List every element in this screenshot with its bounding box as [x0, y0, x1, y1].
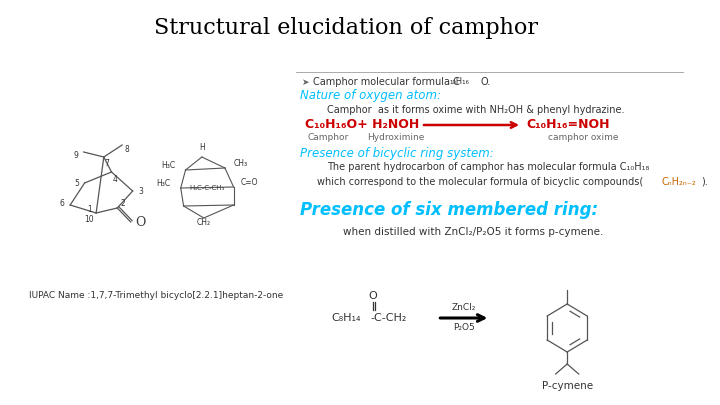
Text: CH₂: CH₂	[197, 218, 211, 227]
Text: 1: 1	[87, 205, 91, 215]
Text: 8: 8	[125, 145, 130, 154]
Text: O: O	[135, 215, 146, 228]
Text: ).: ).	[702, 177, 708, 187]
Text: Camphor  as it forms oxime with NH₂OH & phenyl hydrazine.: Camphor as it forms oxime with NH₂OH & p…	[327, 105, 624, 115]
Text: C₁₀H₁₆=NOH: C₁₀H₁₆=NOH	[527, 119, 611, 132]
Text: -C-CH₂: -C-CH₂	[370, 313, 407, 323]
Text: Nature of oxygen atom:: Nature of oxygen atom:	[300, 89, 441, 102]
Text: CₙH₂ₙ₋₂: CₙH₂ₙ₋₂	[662, 177, 696, 187]
Text: C₁₀H₁₆O+ H₂NOH: C₁₀H₁₆O+ H₂NOH	[305, 119, 419, 132]
Text: Presence of bicyclic ring system:: Presence of bicyclic ring system:	[300, 147, 494, 160]
Text: 2: 2	[121, 200, 125, 209]
Text: IUPAC Name :1,7,7-Trimethyl bicyclo[2.2.1]heptan-2-one: IUPAC Name :1,7,7-Trimethyl bicyclo[2.2.…	[29, 290, 283, 300]
Text: O.: O.	[481, 77, 491, 87]
Text: The parent hydrocarbon of camphor has molecular formula C₁₀H₁₈: The parent hydrocarbon of camphor has mo…	[327, 162, 649, 172]
Text: CH₃: CH₃	[233, 159, 248, 168]
Text: 7: 7	[104, 160, 109, 168]
Text: O: O	[369, 291, 377, 301]
Text: ZnCl₂: ZnCl₂	[451, 303, 476, 313]
Text: C₈H₁₄: C₈H₁₄	[332, 313, 361, 323]
Text: 3: 3	[138, 186, 143, 196]
Text: ➤: ➤	[302, 77, 310, 87]
Text: 5: 5	[74, 179, 79, 188]
Text: when distilled with ZnCl₂/P₂O5 it forms p-cymene.: when distilled with ZnCl₂/P₂O5 it forms …	[343, 227, 603, 237]
Text: which correspond to the molecular formula of bicyclic compounds(: which correspond to the molecular formul…	[318, 177, 644, 187]
Text: H₃C: H₃C	[161, 161, 175, 170]
Text: P₂O5: P₂O5	[453, 324, 474, 333]
Text: H₃C: H₃C	[156, 179, 171, 188]
Text: 10: 10	[84, 215, 94, 224]
Text: 9: 9	[73, 151, 78, 160]
Text: Hydroximine: Hydroximine	[367, 134, 425, 143]
Text: Presence of six membered ring:: Presence of six membered ring:	[300, 201, 598, 219]
Text: 6: 6	[59, 200, 64, 209]
Text: ₁₀H₁₆: ₁₀H₁₆	[450, 77, 469, 87]
Text: C=O: C=O	[240, 178, 258, 187]
Text: 4: 4	[113, 175, 118, 183]
Text: H₃C-C-CH₃: H₃C-C-CH₃	[189, 185, 225, 190]
Text: Structural elucidation of camphor: Structural elucidation of camphor	[154, 17, 538, 39]
Text: P-cymene: P-cymene	[541, 381, 593, 391]
Text: Camphor molecular formula C: Camphor molecular formula C	[313, 77, 460, 87]
Text: Camphor: Camphor	[307, 134, 349, 143]
Text: camphor oxime: camphor oxime	[548, 134, 618, 143]
Text: H: H	[199, 143, 204, 152]
